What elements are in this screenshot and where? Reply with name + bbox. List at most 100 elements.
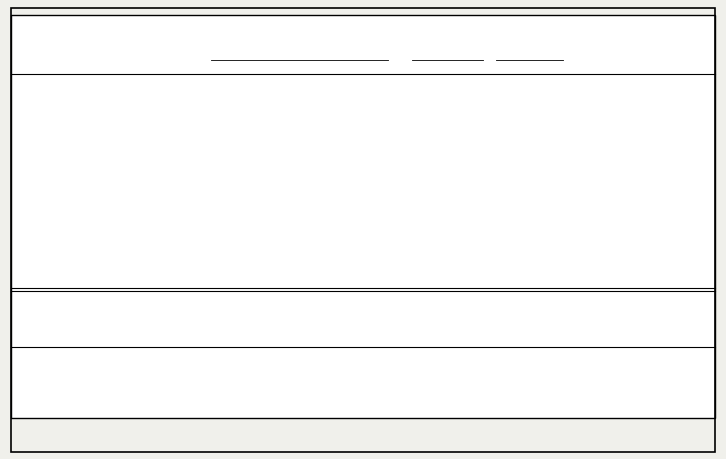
Text: 127: 127: [213, 75, 234, 85]
Text: Nominal price indices (actual and forecasts) and forecast revisions: Nominal price indices (actual and foreca…: [97, 18, 629, 32]
Text: 89: 89: [276, 112, 289, 122]
Text: 4.9: 4.9: [420, 93, 436, 103]
Text: -0.5: -0.5: [418, 167, 439, 177]
Text: 2013: 2013: [209, 61, 238, 71]
Text: 100: 100: [272, 203, 293, 213]
Text: 89: 89: [336, 167, 349, 177]
Text: 97: 97: [305, 277, 318, 287]
Text: 2016: 2016: [297, 61, 326, 71]
Text: Agriculture: Agriculture: [22, 112, 80, 122]
Text: 2.4: 2.4: [504, 185, 520, 195]
Text: 4.3: 4.3: [539, 258, 555, 269]
Text: 104: 104: [213, 313, 234, 324]
Text: 89: 89: [336, 112, 349, 122]
Text: 0.5: 0.5: [539, 203, 555, 213]
Text: 109: 109: [242, 167, 263, 177]
Text: 85: 85: [276, 167, 289, 177]
Text: -0.2: -0.2: [537, 148, 557, 158]
Text: Metals and Minerals: Metals and Minerals: [22, 258, 126, 269]
Text: -0.2: -0.2: [418, 277, 439, 287]
Text: Precious Metals³: Precious Metals³: [13, 277, 111, 287]
Text: 51: 51: [276, 313, 289, 324]
Text: -2.0: -2.0: [502, 313, 522, 324]
Text: -1.7: -1.7: [537, 130, 557, 140]
Text: 97: 97: [246, 93, 259, 103]
Text: 100: 100: [242, 240, 263, 250]
Text: -2.7: -2.7: [502, 167, 522, 177]
Text: 89: 89: [305, 112, 318, 122]
Text: 89: 89: [276, 185, 289, 195]
Text: 2018f: 2018f: [529, 61, 564, 71]
Text: 65: 65: [276, 75, 289, 85]
Text: 56: 56: [368, 313, 381, 324]
Text: -0.2: -0.2: [502, 148, 522, 158]
Text: 23.8: 23.8: [417, 313, 440, 324]
Text: 4.3: 4.3: [504, 258, 520, 269]
Text: 83: 83: [368, 222, 381, 232]
Text: Price Indices (2010=100): Price Indices (2010=100): [219, 47, 380, 57]
Text: 63: 63: [305, 258, 318, 269]
Text: 2.4: 2.4: [420, 222, 436, 232]
Text: 22.4: 22.4: [417, 258, 440, 269]
Text: Other food: Other food: [39, 203, 95, 213]
Text: 91: 91: [276, 277, 289, 287]
Text: 105: 105: [301, 203, 322, 213]
Text: 83: 83: [217, 130, 230, 140]
Text: 82: 82: [336, 222, 349, 232]
Text: 31.7: 31.7: [535, 332, 558, 342]
Text: -0.7: -0.7: [457, 258, 477, 269]
Text: 0.6: 0.6: [504, 203, 520, 213]
Text: 91: 91: [276, 148, 289, 158]
Text: 1,266: 1,266: [237, 332, 268, 342]
Text: 83: 83: [336, 130, 349, 140]
Text: 82: 82: [336, 185, 349, 195]
Text: -0.2: -0.2: [418, 185, 439, 195]
Text: 0.8: 0.8: [504, 93, 520, 103]
Text: 91: 91: [217, 258, 230, 269]
Text: -8.4: -8.4: [418, 130, 439, 140]
Text: 82: 82: [305, 185, 318, 195]
Text: Gold ($/toz): Gold ($/toz): [13, 332, 75, 342]
Text: 115: 115: [213, 277, 234, 287]
Text: 91: 91: [368, 167, 381, 177]
Text: 85: 85: [368, 93, 381, 103]
Text: Notes:   (1) “f” denotes forecasts. (2) Denotes revision to the forecasts from t: Notes: (1) “f” denotes forecasts. (2) De…: [15, 376, 690, 396]
Text: 92: 92: [246, 222, 259, 232]
Text: 71: 71: [368, 75, 381, 85]
Text: -0.8: -0.8: [457, 277, 477, 287]
Text: 2017f: 2017f: [494, 61, 529, 71]
Text: Food: Food: [30, 148, 55, 158]
Text: Beverages: Beverages: [30, 130, 86, 140]
Text: -4.0: -4.0: [537, 313, 557, 324]
Text: -1.1: -1.1: [537, 222, 557, 232]
Text: 1.9: 1.9: [459, 185, 475, 195]
Text: -1.1: -1.1: [502, 75, 522, 85]
Text: Non-Energy³: Non-Energy³: [13, 93, 86, 103]
Text: 1.7: 1.7: [539, 277, 555, 287]
Text: 97: 97: [336, 277, 349, 287]
Text: 53: 53: [336, 313, 349, 324]
Text: Mem orandum item s: Mem orandum item s: [13, 295, 138, 305]
Text: Oils and meals: Oils and meals: [39, 167, 116, 177]
Text: 90: 90: [368, 112, 381, 122]
Text: 1.7: 1.7: [459, 167, 475, 177]
Text: 95: 95: [276, 240, 289, 250]
Text: -0.7: -0.7: [502, 112, 522, 122]
Text: -2.5: -2.5: [537, 167, 557, 177]
Text: 97: 97: [368, 277, 381, 287]
Text: 102: 102: [213, 93, 234, 103]
Text: 93: 93: [368, 148, 381, 158]
Text: 2016-17: 2016-17: [404, 61, 452, 71]
Text: 2018f¹: 2018f¹: [355, 61, 394, 71]
Text: 25.0: 25.0: [500, 332, 523, 342]
Text: 2017f¹: 2017f¹: [323, 61, 362, 71]
Text: 107: 107: [242, 148, 263, 158]
Text: -1.7: -1.7: [502, 130, 522, 140]
Text: 72: 72: [368, 240, 381, 250]
Text: 1,411: 1,411: [208, 332, 239, 342]
Text: 96: 96: [246, 313, 259, 324]
Text: 4.0: 4.0: [459, 75, 475, 85]
Text: 1,161: 1,161: [267, 332, 298, 342]
Text: 5.7: 5.7: [459, 313, 475, 324]
Text: Change (%): Change (%): [411, 47, 484, 57]
